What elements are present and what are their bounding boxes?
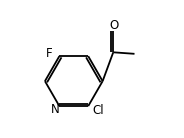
Text: N: N [51, 103, 60, 116]
Text: Cl: Cl [92, 104, 104, 117]
Text: F: F [46, 47, 53, 60]
Text: O: O [109, 19, 119, 32]
